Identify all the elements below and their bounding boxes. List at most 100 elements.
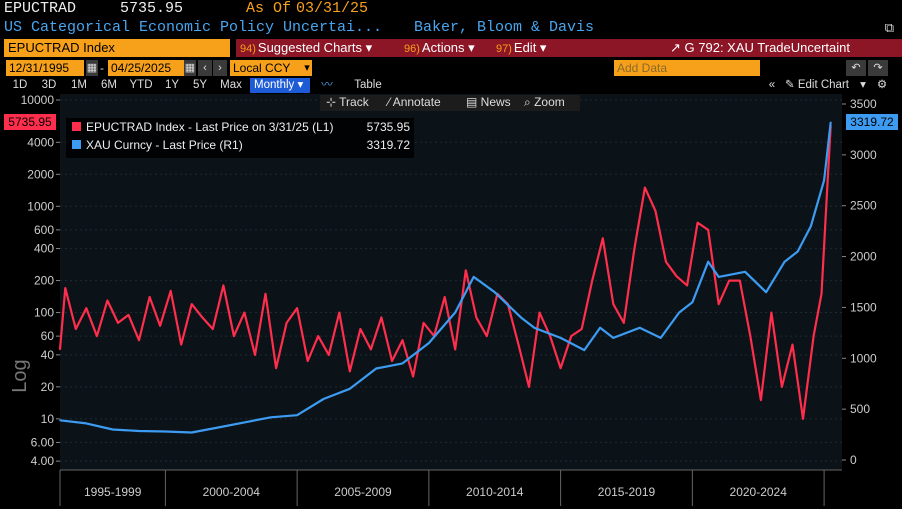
calendar-icon[interactable]: ▦ <box>184 60 196 76</box>
left-tick-label: 100 <box>34 306 54 320</box>
period-1y[interactable]: 1Y <box>164 79 180 91</box>
data-point <box>654 210 657 212</box>
chevron-down-icon[interactable]: ▾ <box>860 79 866 91</box>
legend-box <box>66 118 414 158</box>
frequency-select[interactable]: Monthly ▾ <box>250 78 310 93</box>
data-point <box>591 279 594 282</box>
left-tick-label: 4000 <box>27 135 54 149</box>
last-value-badge-right <box>846 114 898 130</box>
as-of-label: As Of <box>246 0 292 17</box>
x-period-label: 1995-1999 <box>84 485 142 499</box>
data-point <box>233 335 235 337</box>
data-point <box>296 414 298 417</box>
period-6m[interactable]: 6M <box>101 79 117 91</box>
legend-label: EPUCTRAD Index - Last Price on 3/31/25 (… <box>86 120 333 134</box>
data-point <box>559 337 562 339</box>
left-tick-label: 10000 <box>21 94 55 107</box>
data-point <box>583 349 586 351</box>
data-point <box>601 237 604 240</box>
line-chart-icon[interactable]: 〰 <box>321 79 333 91</box>
period-1d[interactable]: 1D <box>12 79 28 91</box>
data-point <box>338 311 341 314</box>
period-max[interactable]: Max <box>220 79 242 91</box>
data-point <box>359 328 362 330</box>
data-point <box>327 354 330 356</box>
data-point <box>306 360 309 362</box>
gear-icon[interactable]: ⚙ <box>876 79 888 91</box>
chevron-left-icon[interactable]: ‹ <box>198 60 212 76</box>
data-point <box>770 311 773 314</box>
left-tick-label: 4.00 <box>31 454 55 468</box>
collapse-icon[interactable]: « <box>768 79 776 91</box>
track-tool[interactable]: ⊹ Track <box>326 95 369 109</box>
left-tick-label: 400 <box>34 242 54 256</box>
period-ytd[interactable]: YTD <box>129 79 153 91</box>
menu-bar: EPUCTRAD Index 94) Suggested Charts ▾ 96)… <box>0 38 902 58</box>
data-point <box>517 343 520 346</box>
data-point <box>164 430 167 433</box>
right-tick-label: 3000 <box>850 148 877 162</box>
left-tick-label: 600 <box>34 223 54 237</box>
redo-icon[interactable]: ↷ <box>868 60 888 76</box>
annotate-tool[interactable]: ⁄ Annotate <box>388 95 441 109</box>
data-point <box>138 339 140 341</box>
popout-icon[interactable]: ⧉ <box>884 20 894 35</box>
data-point <box>528 386 530 388</box>
news-tool[interactable]: ▤ News <box>466 95 511 109</box>
data-point <box>201 316 204 319</box>
zoom-tool[interactable]: ⌕ Zoom <box>524 95 565 109</box>
data-source: Baker, Bloom & Davis <box>414 19 595 36</box>
right-tick-label: 1500 <box>850 300 877 314</box>
data-point <box>454 311 457 314</box>
security-field[interactable]: EPUCTRAD Index <box>4 39 230 57</box>
end-date-input[interactable]: 04/25/2025 <box>108 60 184 76</box>
calendar-icon[interactable]: ▦ <box>86 60 98 76</box>
edit-chart-button[interactable]: ✎ Edit Chart <box>785 79 849 91</box>
data-point <box>180 343 183 346</box>
data-point <box>825 197 828 199</box>
data-point <box>401 362 404 365</box>
currency-select[interactable]: Local CCY <box>230 60 312 76</box>
chevron-down-icon[interactable]: ▾ <box>302 60 312 76</box>
start-date-input[interactable]: 12/31/1995 <box>6 60 84 76</box>
chart-svg[interactable]: 10000400020001000600400200100604020106.0… <box>0 93 902 506</box>
data-point <box>612 303 615 305</box>
right-tick-label: 2000 <box>850 250 877 264</box>
period-1m[interactable]: 1M <box>71 79 87 91</box>
data-point <box>802 418 804 420</box>
data-point <box>783 260 786 263</box>
edit-button[interactable]: 97) Edit ▾ <box>496 40 547 55</box>
actions-button[interactable]: 96) Actions ▾ <box>404 40 475 55</box>
data-point <box>781 386 783 388</box>
period-3d[interactable]: 3D <box>41 79 57 91</box>
data-point <box>549 335 551 337</box>
chart-area[interactable]: 10000 4000 2000 1000 600 400 200 100 60 40 20 10 6.0… <box>0 93 902 506</box>
data-point <box>638 326 641 329</box>
data-point <box>707 229 709 231</box>
data-point <box>533 326 536 329</box>
legend-label: XAU Curncy - Last Price (R1) <box>86 138 243 152</box>
data-point <box>717 276 720 278</box>
as-of-date: 03/31/25 <box>296 0 369 17</box>
data-point <box>633 247 636 250</box>
data-point <box>401 339 404 341</box>
x-period-label: 2010-2014 <box>466 485 524 499</box>
right-tick-label: 1000 <box>850 351 877 365</box>
data-point <box>190 431 193 434</box>
undo-icon[interactable]: ↶ <box>846 60 866 76</box>
data-point <box>222 284 225 287</box>
data-point <box>744 271 746 273</box>
data-point <box>190 303 193 305</box>
period-5y[interactable]: 5Y <box>192 79 208 91</box>
add-data-input[interactable]: Add Data <box>614 60 760 76</box>
data-point <box>75 328 77 330</box>
suggested-charts-button[interactable]: 94) Suggested Charts ▾ <box>240 40 373 55</box>
data-point <box>464 269 467 272</box>
data-point <box>644 186 646 189</box>
table-button[interactable]: Table <box>354 79 382 91</box>
graph-title[interactable]: ↗ G 792: XAU TradeUncertaint <box>670 40 851 55</box>
data-point <box>254 354 256 356</box>
data-point <box>117 322 119 324</box>
chevron-right-icon[interactable]: › <box>213 60 227 76</box>
data-point <box>820 293 823 295</box>
